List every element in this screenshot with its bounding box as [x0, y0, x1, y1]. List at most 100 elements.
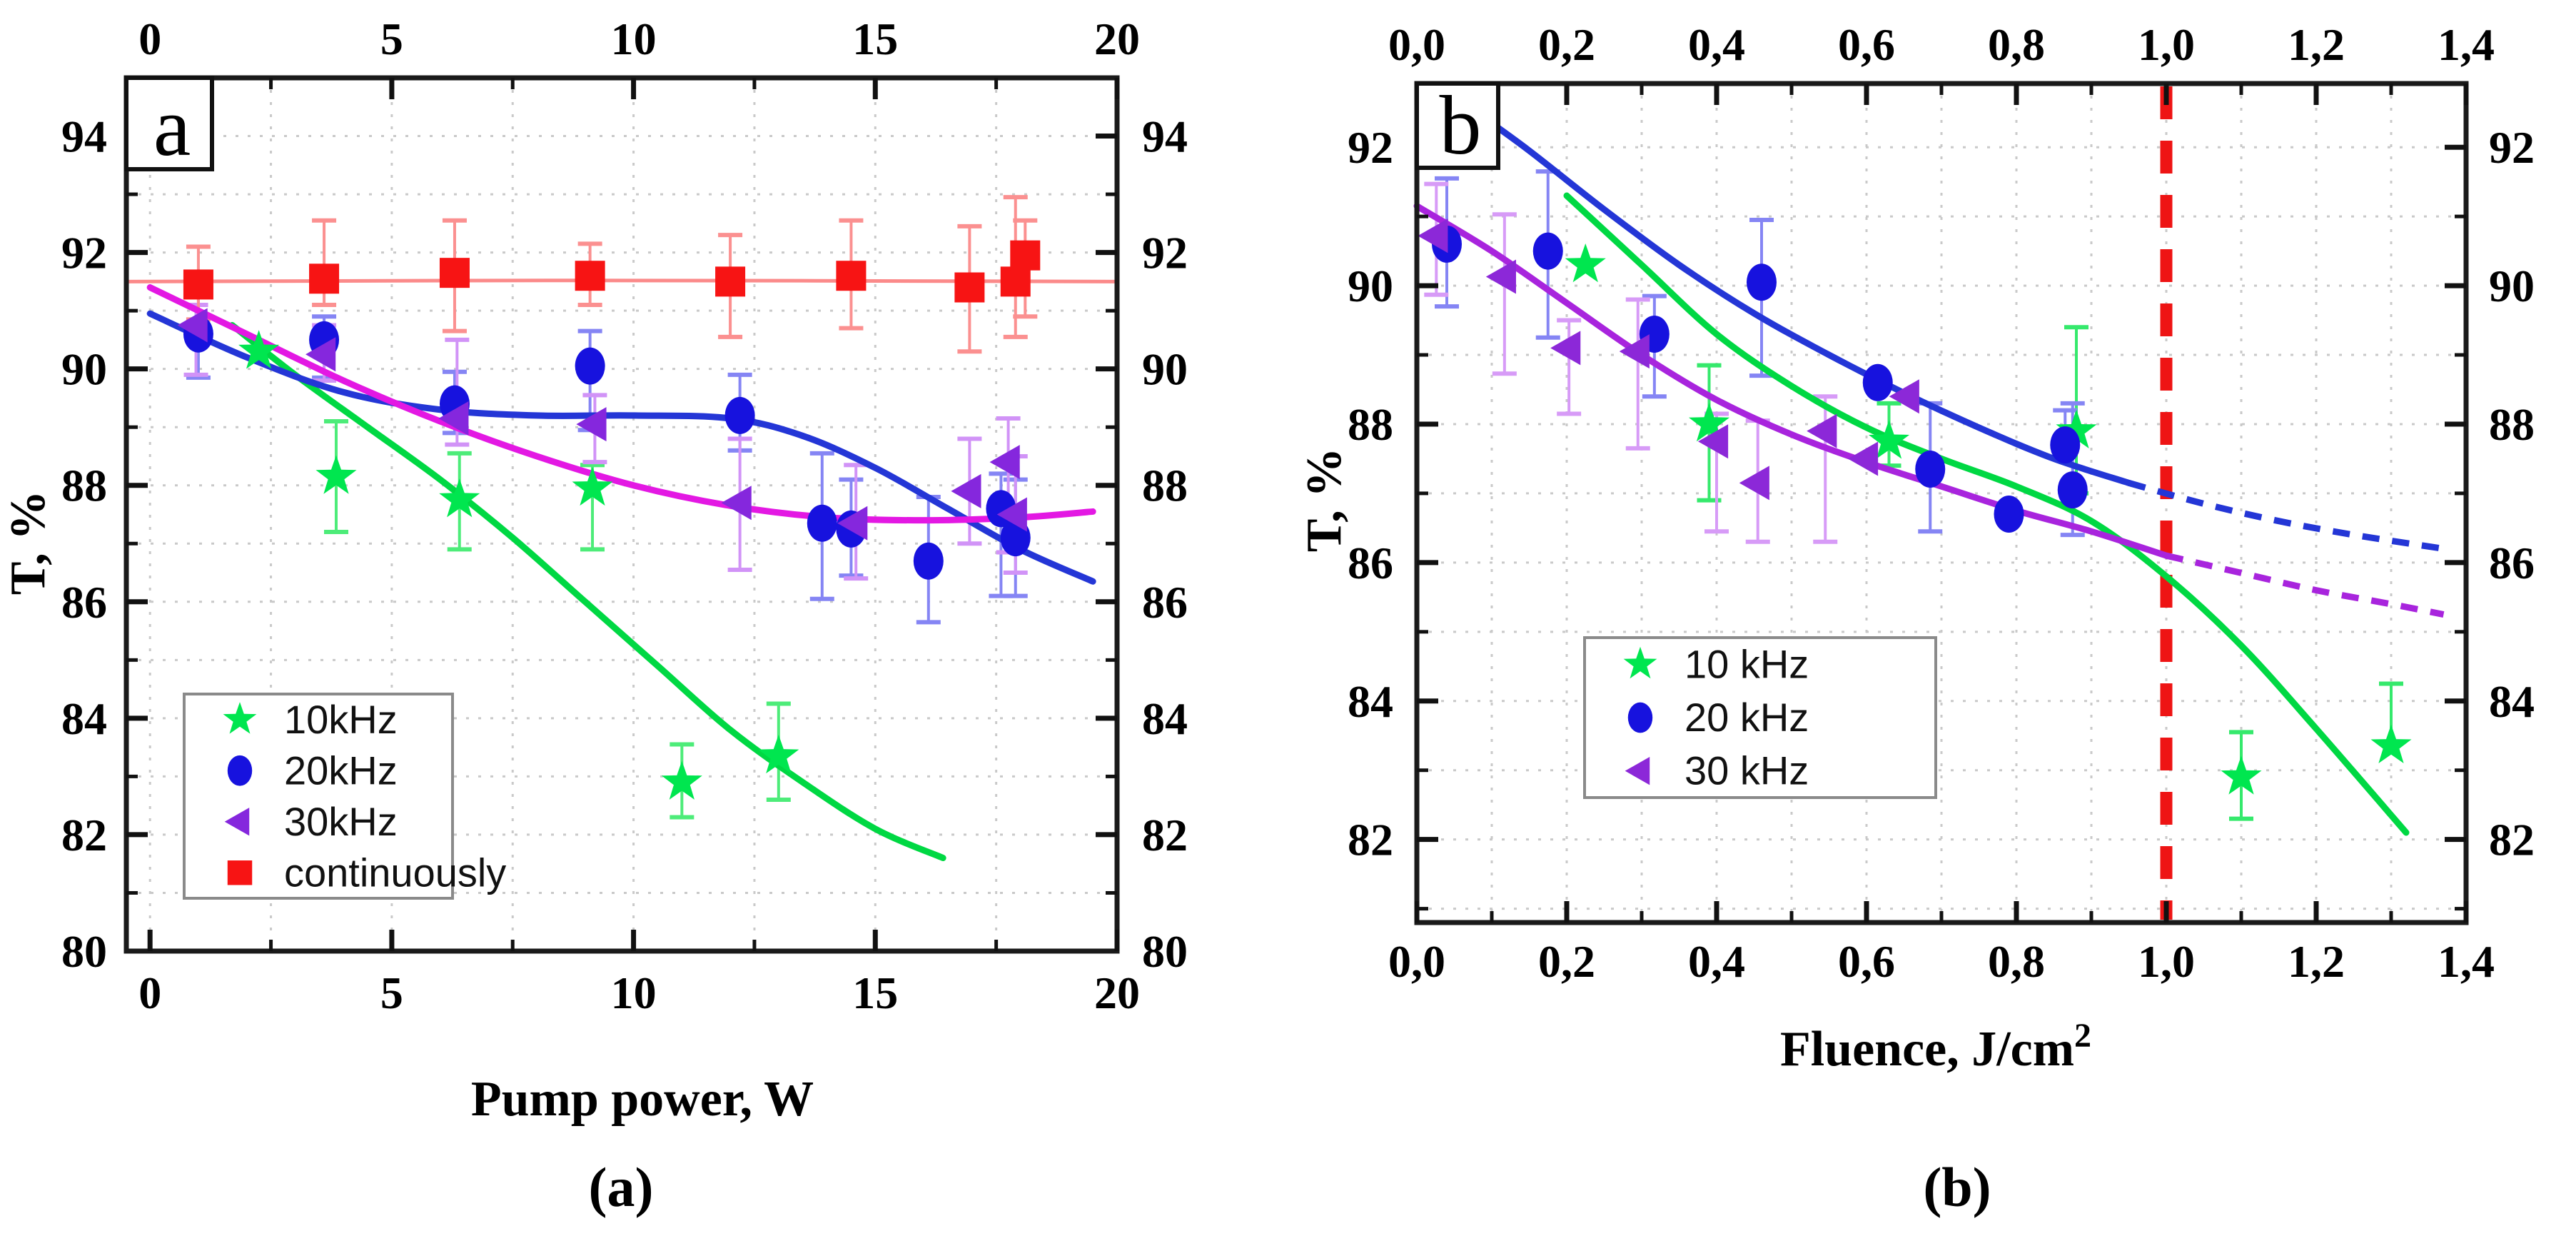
triangle-left-marker	[951, 473, 981, 508]
ticks	[1414, 84, 2469, 923]
series-s30	[1418, 218, 1919, 501]
x-tick-label: 1,4	[2438, 936, 2495, 987]
square-marker	[1000, 266, 1031, 297]
star-marker	[661, 760, 702, 800]
circle-marker	[1915, 450, 1946, 488]
plot-border	[123, 75, 1120, 954]
circle-marker	[1532, 232, 1563, 270]
x-tick-label-top: 0,6	[1838, 19, 1895, 70]
star-marker	[238, 330, 280, 369]
x-tick-label-top: 10	[611, 14, 657, 64]
circle-marker	[1994, 496, 2024, 533]
x-tick-label-top: 0,4	[1688, 19, 1745, 70]
circle-marker	[575, 347, 605, 385]
star-marker	[2221, 755, 2262, 795]
y-tick-label: 90	[1348, 261, 1393, 311]
errorbars-s30	[1424, 181, 1838, 544]
circle-marker	[227, 755, 253, 786]
triangle-left-marker	[1889, 379, 1919, 414]
x-tick-label-top: 1,4	[2438, 19, 2495, 70]
legend-label-s30: 30kHz	[284, 799, 398, 844]
fit-line-s20	[146, 310, 1096, 585]
x-tick-label: 1,0	[2138, 936, 2195, 987]
triangle-left-marker	[721, 486, 752, 521]
star-marker	[1623, 646, 1657, 679]
square-marker	[183, 269, 213, 300]
triangle-left-marker	[996, 497, 1027, 532]
y-tick-label-right: 94	[1142, 111, 1188, 162]
x-tick-label-top: 20	[1094, 14, 1140, 64]
x-tick-label: 5	[380, 968, 403, 1018]
star-marker	[1688, 402, 1730, 442]
circle-marker	[913, 542, 944, 580]
triangle-left-marker	[1418, 218, 1448, 253]
legend-a: 10kHz 20kHz 30kHz continuously	[183, 693, 506, 900]
triangle-left-marker	[576, 407, 607, 442]
legend-label-s10: 10 kHz	[1684, 641, 1809, 686]
x-tick-label: 0,6	[1838, 936, 1895, 987]
square-marker	[439, 258, 470, 288]
fit-line-ext-s30	[2165, 552, 2445, 618]
circle-marker	[2050, 426, 2081, 464]
triangle-left-marker	[1485, 259, 1516, 294]
x-tick-label: 10	[611, 968, 657, 1018]
triangle-left-marker	[837, 506, 868, 541]
y-tick-label-right: 92	[1142, 228, 1188, 278]
triangle-left-marker	[1739, 466, 1769, 501]
triangle-left-marker	[177, 308, 208, 343]
y-tick-label-right: 84	[2489, 676, 2535, 727]
star-marker	[223, 702, 257, 734]
series-s10	[1565, 243, 2412, 795]
plot-area	[1417, 84, 2466, 923]
star-marker	[572, 466, 613, 506]
star-marker	[1868, 420, 1910, 459]
y-tick-label-right: 88	[2489, 399, 2535, 450]
legend-b: 10 kHz 20 kHz 30 kHz	[1583, 636, 1937, 799]
triangle-left-marker	[305, 337, 336, 372]
y-axis-title: T, %	[1, 491, 56, 596]
y-tick-label: 86	[1348, 538, 1393, 588]
y-tick-label: 82	[61, 810, 107, 860]
y-tick-label-right: 82	[1142, 810, 1188, 860]
star-marker	[315, 455, 357, 494]
x-tick-label: 0	[138, 968, 161, 1018]
circle-marker	[724, 396, 755, 434]
x-tick-label: 15	[852, 968, 898, 1018]
y-tick-label: 84	[1348, 676, 1393, 727]
circle-marker	[1627, 702, 1653, 733]
x-tick-label: 1,2	[2288, 936, 2345, 987]
y-tick-label: 90	[61, 344, 107, 395]
y-tick-label: 86	[61, 577, 107, 628]
series-s10	[238, 330, 799, 800]
gridlines	[126, 78, 1117, 951]
y-tick-label-right: 90	[2489, 261, 2535, 311]
x-tick-label: 20	[1094, 968, 1140, 1018]
y-axis-title: T, %	[1297, 448, 1352, 553]
square-marker	[309, 263, 340, 294]
legend-label-s30: 30 kHz	[1684, 748, 1809, 793]
x-tick-label-top: 1,2	[2288, 19, 2345, 70]
y-tick-label: 88	[1348, 399, 1393, 450]
y-tick-label-right: 84	[1142, 693, 1188, 744]
triangle-left-marker	[1848, 441, 1879, 476]
x-tick-label-top: 1,0	[2138, 19, 2195, 70]
y-tick-label-right: 80	[1142, 926, 1188, 977]
y-tick-label-right: 88	[1142, 461, 1188, 511]
y-tick-label: 82	[1348, 815, 1393, 865]
x-tick-label-top: 0	[138, 14, 161, 64]
y-tick-label: 80	[61, 926, 107, 977]
legend-label-s20: 20 kHz	[1684, 695, 1809, 740]
fit-line-s30	[146, 284, 1096, 524]
legend-label-scw: continuously	[284, 850, 506, 895]
star-marker	[2370, 724, 2412, 764]
triangle-left-marker	[438, 401, 469, 436]
fit-line-s30	[1413, 203, 2170, 559]
caption-a: (a)	[588, 1156, 654, 1218]
triangle-left-marker	[1625, 756, 1650, 785]
triangle-left-marker	[1807, 413, 1837, 448]
y-tick-label: 92	[1348, 122, 1393, 173]
caption-b: (b)	[1923, 1156, 1991, 1218]
y-tick-label: 94	[61, 111, 107, 162]
